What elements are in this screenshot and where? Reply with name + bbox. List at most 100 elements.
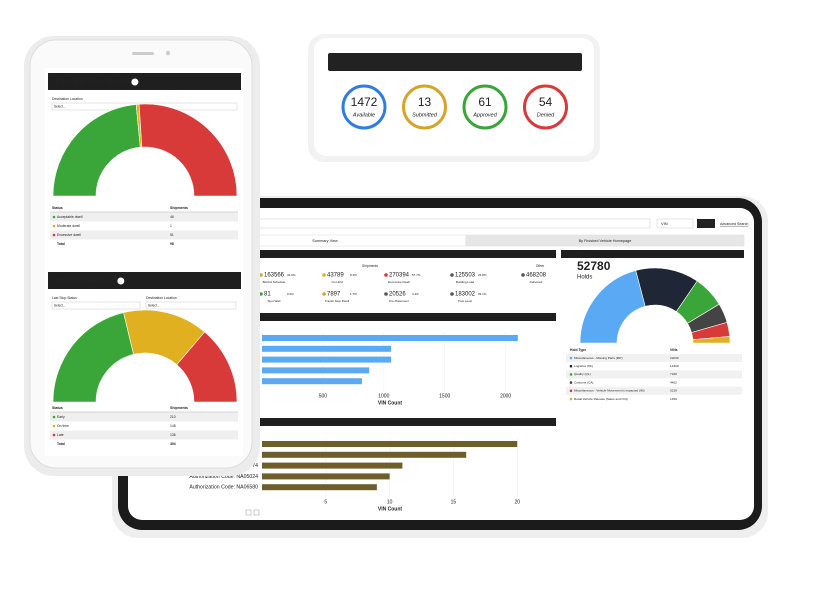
bar <box>262 356 392 363</box>
legend-dot <box>569 356 573 360</box>
field-label: Destination Location <box>146 296 177 300</box>
status-name: Late <box>57 433 64 437</box>
stat-value: 81 <box>264 292 271 298</box>
stat-icon <box>322 292 326 296</box>
stat-icon <box>259 292 263 296</box>
status-label: Available <box>352 112 375 118</box>
stat-label: Transit Stop Dwell <box>325 299 350 303</box>
legend-dot <box>52 215 56 219</box>
status-count: 136 <box>170 433 176 437</box>
x-tick-label: 5 <box>324 499 327 505</box>
card-header <box>48 73 241 90</box>
stat-icon <box>384 292 388 296</box>
card-title: Inbound Live Dwell <box>55 77 128 86</box>
status-label: Denied <box>537 112 555 118</box>
status-count: 13 <box>418 95 432 109</box>
status-ring <box>402 84 447 130</box>
stat-icon <box>450 292 454 296</box>
panel-header <box>240 313 556 321</box>
status-count: 61 <box>478 95 492 109</box>
stat-label: Pre Placement <box>389 299 409 303</box>
legend-dot <box>52 224 56 228</box>
select-placeholder: Select... <box>54 303 66 307</box>
holds-total: 52780 <box>577 259 611 273</box>
axis-title: VIN Count <box>378 506 402 512</box>
status-count: 51 <box>170 233 174 237</box>
hold-type: Quality (QL) <box>574 372 591 376</box>
stat-label: Pool Level <box>458 299 472 303</box>
hold-vins: 3219 <box>670 389 677 393</box>
panel-header <box>240 250 556 258</box>
search-input <box>239 218 651 229</box>
bar <box>262 473 390 480</box>
hold-type: Logistics (HF) <box>574 364 593 368</box>
pager-button[interactable] <box>253 509 260 516</box>
table-header: Status <box>52 406 63 410</box>
x-tick-label: 2000 <box>500 393 511 399</box>
bar <box>262 367 370 374</box>
row-bg <box>50 412 238 422</box>
x-tick-label: 20 <box>514 499 520 505</box>
stat-label: Behind Schedule <box>263 280 286 284</box>
search-button[interactable] <box>697 219 715 228</box>
legend-dot <box>569 397 573 401</box>
tab <box>465 234 745 247</box>
phone-camera <box>165 50 171 56</box>
stat-value: 20526 <box>389 292 406 298</box>
stat-value: 183002 <box>455 292 476 298</box>
legend-dot <box>52 233 56 237</box>
label: Shipments <box>362 264 378 268</box>
stat-value: 468208 <box>526 273 547 279</box>
stat-pct: 34.9% <box>287 273 296 277</box>
stat-icon <box>521 273 525 277</box>
select-placeholder: Select... <box>148 303 160 307</box>
status-ring <box>341 84 387 130</box>
stat-value: 125503 <box>455 273 476 279</box>
hold-type: Miscellaneous - Missing Parts (MP) <box>574 356 622 360</box>
status-name: On time <box>57 424 69 428</box>
search-select[interactable] <box>656 218 694 229</box>
x-tick-label: 10 <box>387 499 393 505</box>
table-header: Status <box>52 206 63 210</box>
label: VIN <box>661 221 668 226</box>
row-bg <box>50 212 238 222</box>
status-count: 46 <box>170 215 174 219</box>
legend-dot <box>569 381 573 384</box>
stat-pct: 1.7% <box>350 292 357 296</box>
tab-label: By Finished Vehicle Homepage <box>579 239 632 243</box>
stat-icon <box>322 273 326 277</box>
status-count: 148 <box>170 424 176 428</box>
stat-pct: 57.7% <box>412 273 421 277</box>
pager-button[interactable] <box>245 509 252 516</box>
stat-value: 43789 <box>327 273 344 279</box>
panel-header <box>240 418 556 426</box>
hold-type: Customs (CA) <box>574 380 593 384</box>
label: Search <box>700 221 713 226</box>
phone-speaker <box>132 52 154 55</box>
card-title: Finished Vehicle VINs <box>336 57 419 66</box>
select[interactable] <box>145 301 237 310</box>
row-bg <box>566 370 742 379</box>
status-name: Early <box>57 415 65 419</box>
total-label: Total <box>57 442 65 446</box>
card-header <box>48 272 241 289</box>
advanced-search-link[interactable]: Advanced Search <box>720 222 748 226</box>
row-bg <box>566 354 742 362</box>
gauge-segment <box>692 336 731 344</box>
hold-type: Retail Vehicle Release (Sales and Ord) <box>574 397 628 401</box>
bar <box>262 335 518 341</box>
row-bg <box>566 386 742 395</box>
y-tick-label: Authorization Code: NA05024 <box>189 474 258 480</box>
stat-pct: 0.0% <box>287 292 294 296</box>
row-bg <box>50 430 238 440</box>
stat-label: Excessive Dwell <box>388 280 410 284</box>
row-bg <box>50 230 238 240</box>
stat-pct: 9.4% <box>350 273 357 277</box>
legend-dot <box>52 415 56 419</box>
bar <box>262 345 392 352</box>
hold-vins: 7220 <box>670 372 677 376</box>
status-name: Moderate dwell <box>57 224 80 228</box>
card-title: Inbound Arrival <box>55 276 114 285</box>
select[interactable] <box>51 301 141 310</box>
